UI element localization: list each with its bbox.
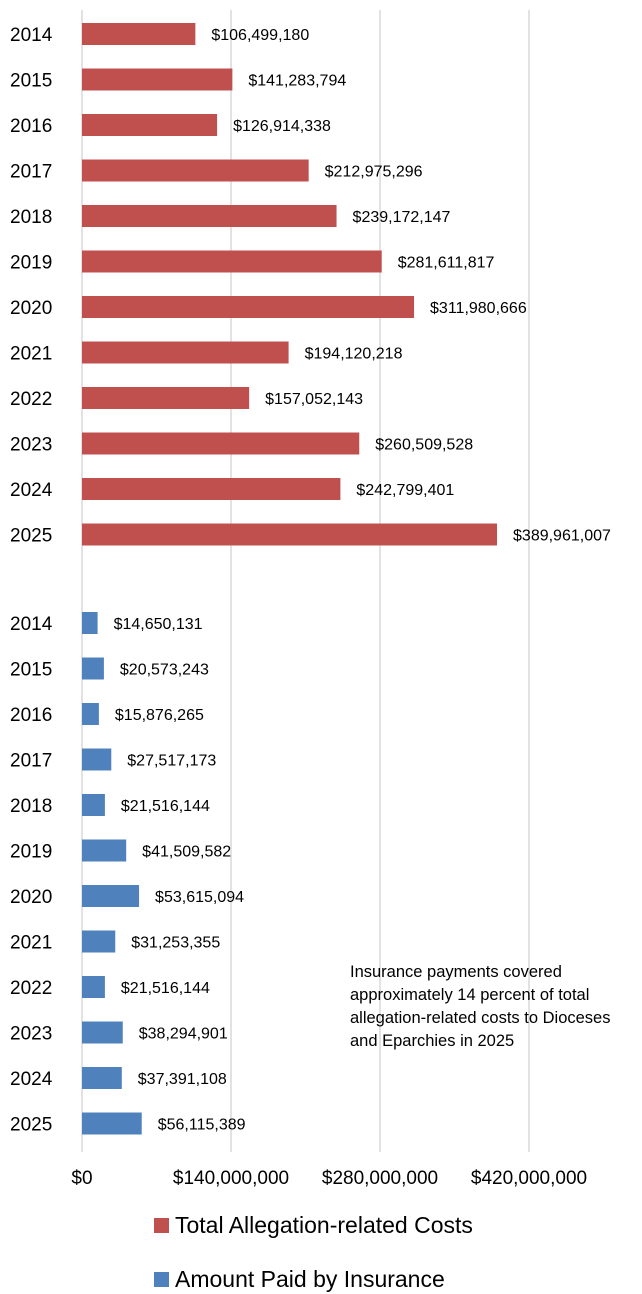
bar-insurance-2021: [82, 930, 116, 953]
category-label-2022-insurance: 2022: [10, 978, 52, 999]
legend-swatch-insurance: [154, 1272, 169, 1287]
data-label-insurance-2021: $31,253,355: [131, 935, 220, 952]
legend-swatch-total-costs: [154, 1218, 169, 1233]
data-label-insurance-2024: $37,391,108: [138, 1071, 227, 1088]
bar-insurance-2022: [82, 976, 105, 998]
legend-label-insurance: Amount Paid by Insurance: [175, 1266, 445, 1292]
data-label-insurance-2023: $38,294,901: [139, 1026, 228, 1043]
category-label-2021-total-costs: 2021: [10, 344, 52, 365]
x-tick-label-3: $420,000,000: [471, 1168, 587, 1189]
bar-insurance-2023: [82, 1021, 123, 1044]
category-label-2018-insurance: 2018: [10, 796, 52, 817]
category-label-2014-total-costs: 2014: [10, 25, 53, 46]
data-label-insurance-2020: $53,615,094: [155, 889, 244, 906]
bar-total-costs-2022: [82, 387, 250, 409]
category-label-2015-insurance: 2015: [10, 660, 52, 681]
gridlines: [81, 10, 530, 1152]
data-label-total-costs-2025: $389,961,007: [513, 528, 611, 545]
data-label-insurance-2015: $20,573,243: [120, 662, 209, 679]
data-label-insurance-2025: $56,115,389: [158, 1117, 246, 1134]
data-label-total-costs-2020: $311,980,666: [430, 300, 527, 317]
bar-total-costs-2015: [82, 68, 233, 91]
data-label-insurance-2019: $41,509,582: [142, 844, 231, 861]
bar-total-costs-2025: [82, 523, 498, 546]
bar-total-costs-2018: [82, 205, 337, 227]
category-label-2025-insurance: 2025: [10, 1115, 52, 1136]
x-tick-label-1: $140,000,000: [173, 1168, 289, 1189]
bar-total-costs-2016: [82, 114, 218, 136]
category-label-2014-insurance: 2014: [10, 614, 53, 635]
data-label-total-costs-2018: $239,172,147: [353, 209, 451, 226]
category-label-2022-total-costs: 2022: [10, 389, 52, 410]
category-label-2023-total-costs: 2023: [10, 435, 52, 456]
bar-insurance-2018: [82, 794, 105, 816]
category-label-2019-total-costs: 2019: [10, 253, 52, 274]
data-label-total-costs-2017: $212,975,296: [325, 164, 423, 181]
data-label-total-costs-2015: $141,283,794: [248, 73, 346, 90]
data-label-insurance-2022: $21,516,144: [121, 980, 210, 997]
data-label-total-costs-2023: $260,509,528: [375, 437, 473, 454]
category-label-2020-total-costs: 2020: [10, 298, 52, 319]
category-label-2017-total-costs: 2017: [10, 162, 52, 183]
data-label-total-costs-2021: $194,120,218: [305, 346, 403, 363]
bar-insurance-2025: [82, 1112, 142, 1135]
bar-insurance-2017: [82, 748, 112, 771]
legend-item-insurance: Amount Paid by Insurance: [154, 1266, 445, 1293]
data-label-total-costs-2024: $242,799,401: [356, 482, 454, 499]
data-label-total-costs-2014: $106,499,180: [211, 27, 309, 44]
category-label-2015-total-costs: 2015: [10, 71, 52, 92]
chart-annotation: Insurance payments covered approximately…: [350, 963, 611, 1050]
bars: [82, 23, 498, 1135]
bar-total-costs-2017: [82, 159, 309, 182]
category-label-2020-insurance: 2020: [10, 887, 52, 908]
bar-insurance-2019: [82, 839, 127, 862]
category-label-2019-insurance: 2019: [10, 842, 52, 863]
bar-total-costs-2019: [82, 250, 382, 273]
data-label-total-costs-2016: $126,914,338: [233, 118, 331, 135]
bar-insurance-2014: [82, 612, 98, 634]
bar-insurance-2024: [82, 1067, 122, 1089]
bar-total-costs-2014: [82, 23, 196, 45]
category-label-2018-total-costs: 2018: [10, 207, 52, 228]
x-tick-label-2: $280,000,000: [322, 1168, 438, 1189]
bar-insurance-2015: [82, 657, 104, 680]
category-label-2025-total-costs: 2025: [10, 526, 52, 547]
legend-item-total-costs: Total Allegation-related Costs: [154, 1212, 473, 1239]
category-label-2016-insurance: 2016: [10, 705, 52, 726]
data-label-insurance-2018: $21,516,144: [121, 798, 210, 815]
category-label-2024-insurance: 2024: [10, 1069, 53, 1090]
data-label-insurance-2014: $14,650,131: [114, 616, 203, 633]
bar-total-costs-2021: [82, 341, 289, 364]
bar-total-costs-2020: [82, 296, 415, 318]
legend-label-total-costs: Total Allegation-related Costs: [175, 1212, 473, 1238]
data-label-total-costs-2019: $281,611,817: [398, 255, 495, 272]
labels: $106,499,180 2014 $141,283,794 2015 $126,914…: [10, 25, 611, 1189]
category-label-2017-insurance: 2017: [10, 751, 52, 772]
data-label-insurance-2016: $15,876,265: [115, 707, 204, 724]
x-tick-label-0: $0: [71, 1168, 92, 1189]
data-label-total-costs-2022: $157,052,143: [265, 391, 363, 408]
bar-insurance-2016: [82, 703, 99, 725]
bar-chart: $106,499,180 2014 $141,283,794 2015 $126,914…: [10, 10, 611, 1189]
category-label-2023-insurance: 2023: [10, 1024, 52, 1045]
category-label-2016-total-costs: 2016: [10, 116, 52, 137]
category-label-2024-total-costs: 2024: [10, 480, 53, 501]
bar-total-costs-2024: [82, 478, 341, 500]
bar-insurance-2020: [82, 885, 140, 907]
bar-total-costs-2023: [82, 432, 360, 455]
data-label-insurance-2017: $27,517,173: [127, 753, 216, 770]
category-label-2021-insurance: 2021: [10, 933, 52, 954]
